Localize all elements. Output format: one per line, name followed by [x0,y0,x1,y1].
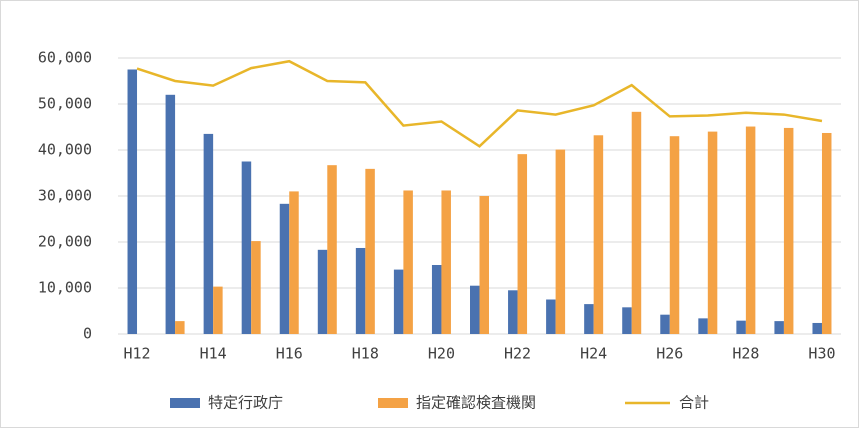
legend-label: 特定行政庁 [208,394,283,412]
bar [698,318,708,334]
x-tick-label: H30 [808,345,835,363]
legend-swatch [378,398,408,408]
x-tick-label: H26 [656,345,683,363]
bar [279,203,290,334]
bar [241,161,252,334]
bar [365,168,375,334]
bar [203,133,214,334]
bar [631,111,642,334]
bar [479,196,489,334]
line [136,59,823,148]
bar [584,304,594,334]
legend-label: 合計 [679,394,709,412]
legend-swatch [170,398,200,408]
bar [393,269,404,334]
bar [508,290,518,334]
bar [812,322,822,334]
bar [355,247,366,334]
bar [213,286,223,334]
bar [127,69,138,334]
x-tick-label: H22 [504,345,531,363]
bar [403,190,413,334]
bar [431,265,442,334]
bar [593,135,604,334]
y-tick-label: 10,000 [38,279,92,297]
bar [622,307,632,334]
bar [546,299,556,334]
bar [783,127,794,334]
legend-label: 指定確認検査機関 [416,394,536,412]
bar [165,94,176,334]
bar [251,241,261,334]
y-tick-label: 40,000 [38,141,92,159]
bar [517,154,528,334]
x-tick-label: H28 [732,345,759,363]
bar [736,320,746,334]
bar [821,132,832,334]
x-tick-label: H20 [428,345,455,363]
x-tick-label: H24 [580,345,607,363]
bar [774,321,784,334]
y-tick-label: 50,000 [38,95,92,113]
bar [317,249,328,334]
x-tick-label: H18 [352,345,379,363]
bar [470,285,480,334]
x-tick-label: H12 [123,345,150,363]
y-tick-label: 20,000 [38,233,92,251]
y-tick-label: 60,000 [38,49,92,67]
y-tick-label: 30,000 [38,187,92,205]
bar [327,165,337,334]
y-tick-label: 0 [83,325,92,343]
bar [441,190,451,334]
bar [555,149,566,334]
bar [745,126,756,334]
bar [175,321,185,334]
x-tick-label: H16 [276,345,303,363]
bar [707,131,718,334]
bar [669,136,680,334]
x-tick-label: H14 [200,345,227,363]
bar [289,191,299,334]
bar [660,314,670,334]
